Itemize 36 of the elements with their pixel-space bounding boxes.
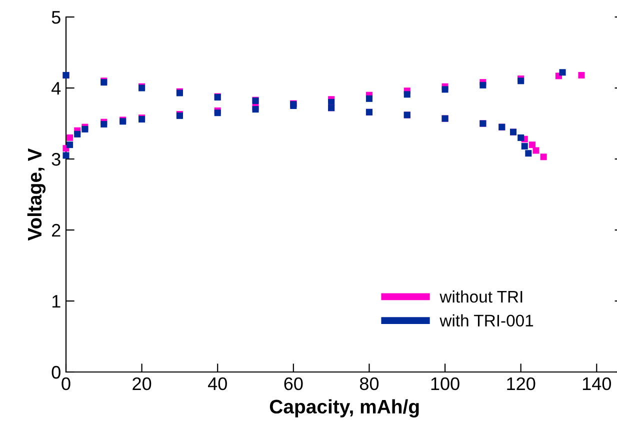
point (559, 69, 566, 76)
y-tick-label: 5 (52, 11, 60, 24)
y-tick-label: 4 (52, 82, 61, 95)
point (74, 130, 81, 138)
point (366, 95, 372, 102)
point (66, 134, 74, 141)
y-tick-label: 3 (52, 152, 60, 166)
legend-label: with TRI-001 (440, 314, 534, 327)
point (62, 152, 70, 159)
point (521, 142, 528, 150)
point (540, 154, 547, 160)
x-tick-label: 120 (507, 377, 536, 390)
y-axis-title: Voltage, V (27, 148, 46, 241)
x-tick-label: 140 (582, 377, 611, 390)
point (525, 150, 532, 157)
point (528, 142, 536, 148)
y-tick-label: 0 (52, 366, 60, 379)
point (214, 110, 221, 116)
point (532, 147, 540, 154)
x-tick-label: 60 (284, 377, 303, 390)
point (252, 106, 259, 113)
y-tick-label: 1 (52, 295, 60, 308)
x-tick-label: 80 (360, 377, 379, 390)
point (518, 134, 524, 141)
x-tick-label: 100 (431, 377, 460, 390)
point (480, 82, 486, 88)
point (66, 142, 74, 148)
x-tick-label: 20 (132, 377, 152, 390)
point (578, 72, 585, 78)
legend-label: without TRI (440, 290, 522, 303)
y-tick-label: 2 (52, 224, 60, 237)
x-tick-label: 40 (208, 377, 227, 390)
point (404, 91, 410, 98)
x-axis-title: Capacity, mAh/g (270, 399, 419, 418)
x-tick-label: 0 (62, 377, 70, 390)
point (442, 86, 448, 93)
